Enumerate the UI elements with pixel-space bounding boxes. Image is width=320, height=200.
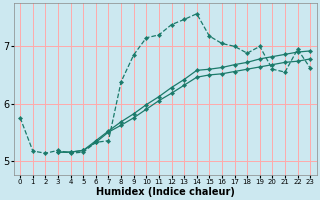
X-axis label: Humidex (Indice chaleur): Humidex (Indice chaleur) [96,187,235,197]
